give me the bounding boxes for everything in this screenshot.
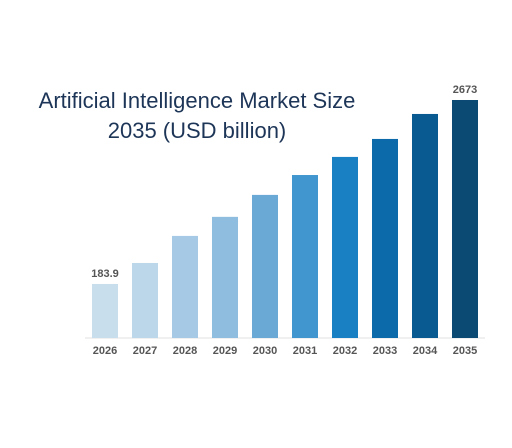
- value-label: 183.9: [91, 268, 119, 280]
- x-tick-label: 2031: [293, 345, 317, 357]
- x-tick-label: 2030: [253, 345, 277, 357]
- x-tick-label: 2033: [373, 345, 397, 357]
- bar: [252, 194, 278, 338]
- x-tick-label: 2032: [333, 345, 357, 357]
- x-tick-label: 2029: [213, 345, 237, 357]
- bar: [332, 156, 358, 338]
- bar: [132, 262, 158, 338]
- x-tick-label: 2035: [453, 345, 477, 357]
- value-label: 2673: [453, 84, 477, 96]
- bar: [412, 113, 438, 338]
- x-tick-label: 2034: [413, 345, 438, 357]
- bar: [452, 99, 478, 338]
- x-tick-label: 2027: [133, 345, 157, 357]
- bar: [292, 175, 318, 338]
- bar: [212, 216, 238, 338]
- chart-title: Artificial Intelligence Market Size 2035…: [38, 88, 356, 143]
- bar: [92, 283, 118, 338]
- x-tick-label: 2026: [93, 345, 117, 357]
- bar: [372, 138, 398, 338]
- x-tick-label: 2028: [173, 345, 197, 357]
- bar: [172, 235, 198, 338]
